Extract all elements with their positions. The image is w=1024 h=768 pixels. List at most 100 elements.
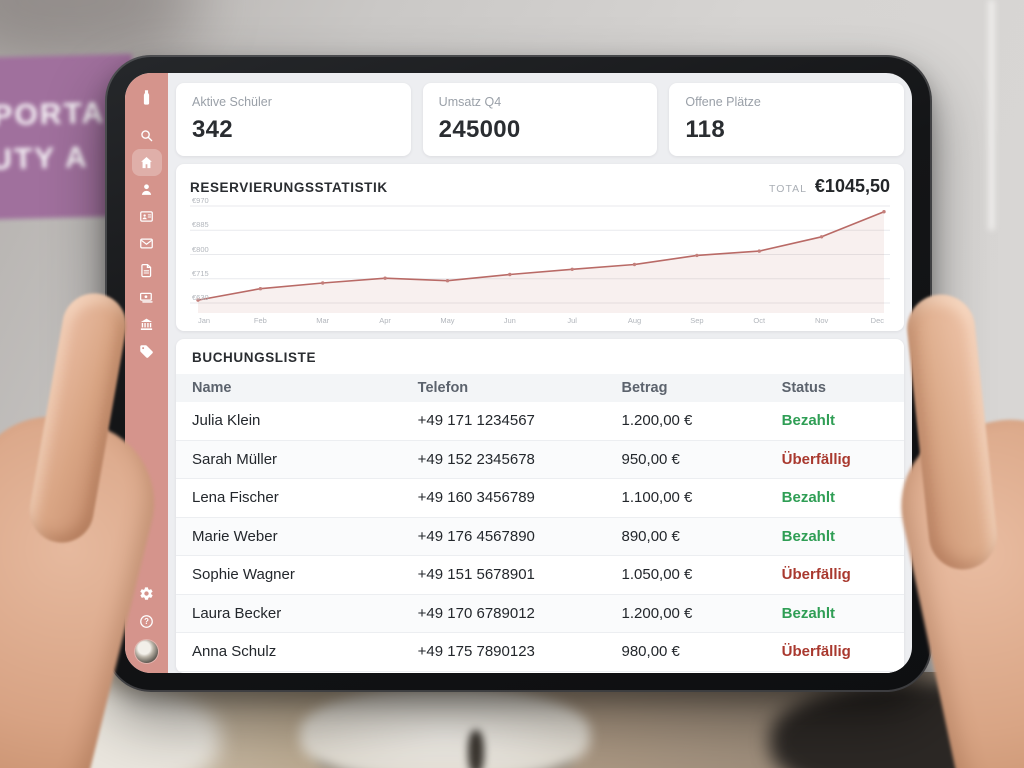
- cell-amount: 980,00 €: [621, 643, 680, 661]
- chart-x-tick: Oct: [753, 316, 766, 325]
- cell-phone: +49 160 3456789: [417, 489, 535, 507]
- sidebar-item-home[interactable]: [131, 149, 162, 176]
- chart-x-tick: May: [440, 316, 455, 325]
- stat-label: Aktive Schüler: [192, 95, 272, 109]
- table-row[interactable]: Sophie Wagner +49 151 5678901 1.050,00 € Üb…: [176, 556, 904, 595]
- cell-phone: +49 152 2345678: [417, 450, 535, 468]
- cell-name: Julia Klein: [192, 412, 261, 430]
- banknote-icon: [139, 292, 153, 303]
- search-icon: [141, 130, 153, 142]
- cell-phone: +49 170 6789012: [417, 604, 535, 622]
- chart-x-tick: Apr: [379, 316, 391, 325]
- chart-x-tick: Sep: [690, 316, 704, 325]
- cell-amount: 1.200,00 €: [621, 412, 693, 430]
- chart-x-tick: Jun: [503, 316, 516, 325]
- stat-card-revenue-q4: Umsatz Q4 245000: [422, 83, 658, 156]
- cell-status: Bezahlt: [781, 527, 835, 545]
- home-icon: [141, 156, 152, 169]
- table-title: BUCHUNGSLISTE: [192, 350, 317, 365]
- cell-amount: 1.050,00 €: [621, 566, 693, 584]
- document-icon: [141, 263, 152, 278]
- table-column-header: Name: [192, 380, 232, 396]
- reservation-chart-card: RESERVIERUNGSSTATISTIK TOTAL €1045,50 €9…: [176, 164, 904, 331]
- bookings-table-card: BUCHUNGSLISTE Name Telefon Betrag Status Ju…: [176, 339, 904, 673]
- stat-value: 118: [685, 116, 725, 143]
- cell-amount: 890,00 €: [621, 527, 680, 545]
- chart-y-tick: €885: [192, 220, 209, 230]
- cell-amount: 950,00 €: [621, 450, 680, 468]
- background-wall-edge: [988, 0, 995, 230]
- chart-x-tick: Aug: [627, 316, 642, 325]
- cell-phone: +49 176 4567890: [417, 527, 535, 545]
- table-row[interactable]: Julia Klein +49 171 1234567 1.200,00 € Beza…: [176, 402, 904, 441]
- cell-status: Bezahlt: [781, 604, 835, 622]
- cell-name: Laura Becker: [192, 604, 282, 622]
- stats-row: Aktive Schüler 342 Umsatz Q4 245000 Offe…: [176, 83, 905, 156]
- sidebar-item-contact-card[interactable]: [132, 203, 162, 230]
- total-value: €1045,50: [814, 176, 890, 196]
- cell-name: Anna Schulz: [192, 643, 277, 661]
- chart-x-axis: Jan Feb Mar Apr May Jun Jul Aug Sep Oct Nov Dec: [190, 314, 890, 327]
- sidebar-item-bank[interactable]: [132, 311, 162, 338]
- cell-name: Sarah Müller: [192, 450, 278, 468]
- stat-value: 342: [192, 116, 233, 143]
- table-column-header: Status: [781, 380, 826, 396]
- background-stool: [300, 688, 590, 768]
- tablet-screen: ? Aktive Schüler 342 Umsatz Q4 245000 Of: [125, 73, 912, 673]
- mail-icon: [140, 238, 153, 249]
- chart-y-tick: €970: [192, 196, 209, 206]
- cell-name: Lena Fischer: [192, 489, 279, 507]
- stat-value: 245000: [438, 116, 521, 143]
- table-row[interactable]: Marie Weber +49 176 4567890 890,00 € Bezahl…: [176, 517, 904, 556]
- cell-name: Marie Weber: [192, 527, 278, 545]
- stat-card-open-slots: Offene Plätze 118: [669, 83, 905, 156]
- sidebar-item-document[interactable]: [132, 257, 162, 284]
- cell-status: Überfällig: [781, 450, 851, 468]
- sidebar-item-help[interactable]: ?: [133, 607, 161, 635]
- sidebar-item-mail[interactable]: [132, 230, 162, 257]
- cell-phone: +49 151 5678901: [417, 566, 535, 584]
- cell-status: Bezahlt: [781, 412, 835, 430]
- help-icon: ?: [140, 614, 153, 628]
- table-header-row: Name Telefon Betrag Status: [176, 374, 904, 402]
- cell-name: Sophie Wagner: [192, 566, 295, 584]
- table-row[interactable]: Anna Schulz +49 175 7890123 980,00 € Überfä…: [176, 633, 904, 672]
- sidebar-item-tag[interactable]: [132, 338, 162, 365]
- chart-y-tick: €715: [192, 268, 209, 278]
- cell-amount: 1.100,00 €: [621, 489, 693, 507]
- line-chart: €970 €885 €800 €715 €630: [190, 196, 890, 313]
- sidebar-nav: [131, 122, 162, 365]
- cell-phone: +49 175 7890123: [417, 643, 535, 661]
- sidebar-item-banknote[interactable]: [132, 284, 162, 311]
- table-row[interactable]: Sarah Müller +49 152 2345678 950,00 € Überf…: [176, 440, 904, 479]
- chart-x-tick: Jul: [567, 316, 577, 325]
- table-row[interactable]: Laura Becker +49 170 6789012 1.200,00 € Bez…: [176, 594, 904, 633]
- sidebar-item-search[interactable]: [132, 122, 162, 149]
- chart-x-tick: Feb: [253, 316, 267, 325]
- svg-text:?: ?: [144, 617, 149, 626]
- bank-icon: [140, 318, 153, 330]
- sidebar-item-settings[interactable]: [133, 579, 161, 607]
- sidebar-item-user[interactable]: [132, 176, 162, 203]
- bottle-icon: [143, 90, 150, 105]
- chart-x-tick: Mar: [316, 316, 330, 325]
- table-column-header: Telefon: [417, 380, 469, 396]
- cell-status: Überfällig: [781, 643, 851, 661]
- cell-phone: +49 171 1234567: [417, 412, 535, 430]
- tag-icon: [140, 345, 153, 358]
- cell-status: Bezahlt: [781, 489, 835, 507]
- chart-total: TOTAL €1045,50: [769, 176, 890, 197]
- table-row[interactable]: Lena Fischer +49 160 3456789 1.100,00 € Bez…: [176, 479, 904, 518]
- stat-card-active-students: Aktive Schüler 342: [176, 83, 411, 156]
- main-content: Aktive Schüler 342 Umsatz Q4 245000 Offe…: [168, 73, 912, 673]
- settings-icon: [140, 586, 153, 600]
- total-label: TOTAL: [769, 183, 807, 195]
- tablet-device: ? Aktive Schüler 342 Umsatz Q4 245000 Of: [105, 55, 932, 692]
- cell-status: Überfällig: [781, 566, 851, 584]
- chart-y-tick: €800: [192, 244, 209, 254]
- chart-y-tick: €630: [192, 293, 209, 303]
- chart-x-tick: Dec: [870, 316, 884, 325]
- chart-svg: [190, 201, 890, 313]
- user-avatar[interactable]: [135, 640, 158, 663]
